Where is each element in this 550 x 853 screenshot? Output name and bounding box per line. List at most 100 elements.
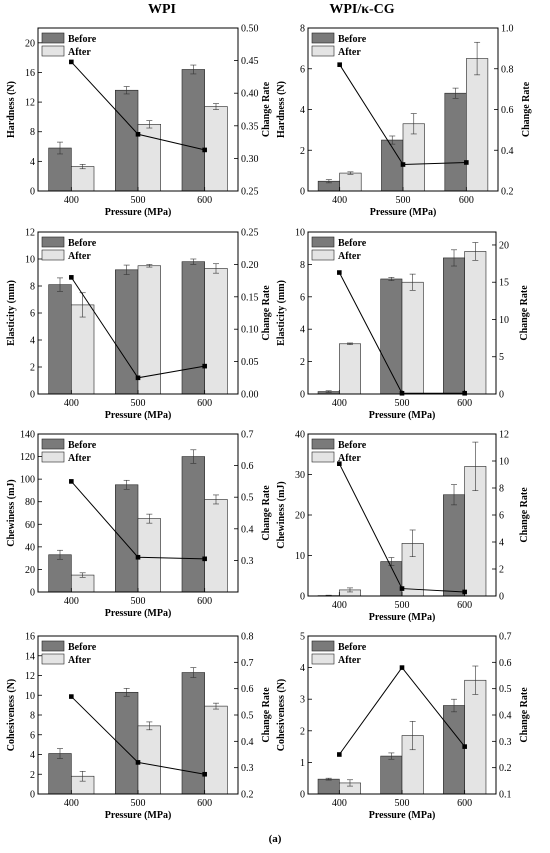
y-axis-label: Hardness (N) — [276, 81, 287, 138]
y-tick-label: 4 — [300, 663, 305, 674]
y2-tick-label: 0 — [499, 390, 504, 401]
y-tick-label: 0 — [300, 592, 305, 603]
y2-tick-label: 0 — [499, 592, 504, 603]
bar — [464, 251, 487, 395]
y2-axis-label: Change Rate — [519, 687, 530, 743]
y-tick-label: 4 — [30, 750, 35, 761]
x-tick-label: 400 — [64, 596, 79, 607]
y-tick-label: 8 — [30, 282, 35, 293]
y2-tick-label: 0.40 — [241, 89, 259, 100]
y2-tick-label: 0.10 — [241, 325, 259, 336]
y2-tick-label: 0.15 — [241, 292, 259, 303]
y2-tick-label: 15 — [499, 278, 509, 289]
y-tick-label: 0 — [30, 588, 35, 599]
y-tick-label: 20 — [295, 511, 305, 522]
y-tick-label: 6 — [30, 730, 35, 741]
y-tick-label: 4 — [300, 105, 305, 116]
legend-label: After — [68, 655, 91, 666]
y2-axis-label: Change Rate — [261, 687, 272, 743]
y-tick-label: 0 — [300, 187, 305, 198]
y2-tick-label: 0.3 — [499, 737, 512, 748]
y2-tick-label: 10 — [499, 457, 509, 468]
y-tick-label: 8 — [30, 711, 35, 722]
change-rate-point — [462, 744, 467, 749]
bar — [137, 518, 161, 593]
bar — [115, 484, 139, 593]
y2-tick-label: 0.45 — [241, 56, 259, 67]
y-tick-label: 80 — [25, 497, 35, 508]
change-rate-point — [399, 665, 405, 670]
y2-tick-label: 0.2 — [499, 763, 512, 774]
y-tick-label: 2 — [30, 770, 35, 781]
x-axis-label: Pressure (MPa) — [105, 207, 172, 218]
y-tick-label: 120 — [20, 452, 35, 463]
x-tick-label: 500 — [395, 798, 410, 809]
y-tick-label: 20 — [25, 565, 35, 576]
y2-tick-label: 0.6 — [241, 684, 254, 695]
y2-tick-label: 0.5 — [499, 684, 512, 695]
y2-axis-label: Change Rate — [519, 487, 530, 543]
bar — [48, 554, 72, 593]
change-rate-point — [135, 375, 141, 381]
legend-label: After — [338, 453, 361, 464]
x-tick-label: 400 — [64, 398, 79, 409]
change-rate-point — [202, 771, 207, 777]
change-rate-point — [69, 59, 74, 65]
y-tick-label: 16 — [25, 632, 35, 643]
legend-swatch — [311, 32, 335, 44]
x-tick-label: 500 — [396, 195, 411, 206]
y2-tick-label: 10 — [499, 315, 509, 326]
y2-tick-label: 0.1 — [499, 790, 512, 801]
y-tick-label: 0 — [30, 790, 35, 801]
y-tick-label: 10 — [295, 228, 305, 239]
bar — [339, 172, 362, 192]
x-tick-label: 400 — [332, 600, 347, 611]
bar — [380, 755, 403, 795]
y-tick-label: 14 — [25, 651, 35, 662]
y-tick-label: 2 — [300, 726, 305, 737]
y-tick-label: 1 — [300, 758, 305, 769]
bar — [48, 753, 72, 795]
legend-label: After — [68, 453, 91, 464]
y-tick-label: 2 — [30, 363, 35, 374]
legend-swatch — [311, 451, 335, 463]
y2-tick-label: 0.50 — [241, 24, 259, 35]
y2-tick-label: 0.4 — [499, 711, 512, 722]
y-tick-label: 6 — [300, 64, 305, 75]
y-tick-label: 100 — [20, 475, 35, 486]
y2-tick-label: 0.35 — [241, 121, 259, 132]
x-tick-label: 600 — [197, 195, 212, 206]
column-title-wpi-kcg: WPI/κ-CG — [329, 2, 395, 17]
legend-label: Before — [338, 440, 367, 451]
x-axis-label: Pressure (MPa) — [105, 608, 172, 619]
bar — [443, 257, 465, 395]
y-tick-label: 12 — [25, 671, 35, 682]
x-axis-label: Pressure (MPa) — [369, 810, 436, 821]
y-tick-label: 5 — [300, 632, 305, 643]
y-tick-label: 40 — [25, 542, 35, 553]
y2-tick-label: 0.2 — [241, 790, 254, 801]
bar — [115, 89, 139, 192]
legend-label: Before — [68, 238, 97, 249]
y-tick-label: 16 — [25, 68, 35, 79]
change-rate-point — [464, 160, 469, 165]
x-tick-label: 500 — [395, 398, 410, 409]
x-tick-label: 400 — [332, 398, 347, 409]
bar — [380, 278, 403, 395]
y-axis-label: Chewiness (mJ) — [276, 481, 287, 549]
x-tick-label: 600 — [459, 195, 474, 206]
figure-label: (a) — [268, 833, 282, 845]
y-tick-label: 12 — [25, 228, 35, 239]
x-axis-label: Pressure (MPa) — [369, 612, 436, 623]
chart-panel: 0 2 4 6 8 10 0 5 10 15 20 400 500 600 Pressure (MPa) El… — [276, 228, 530, 422]
y2-tick-label: 0.05 — [241, 357, 259, 368]
legend-label: Before — [68, 642, 97, 653]
change-rate-point — [337, 752, 342, 757]
x-axis-label: Pressure (MPa) — [105, 810, 172, 821]
y2-tick-label: 0.30 — [241, 154, 259, 165]
legend-swatch — [311, 249, 335, 261]
legend-swatch — [41, 249, 65, 261]
y-tick-label: 2 — [300, 146, 305, 157]
bar — [444, 92, 467, 192]
